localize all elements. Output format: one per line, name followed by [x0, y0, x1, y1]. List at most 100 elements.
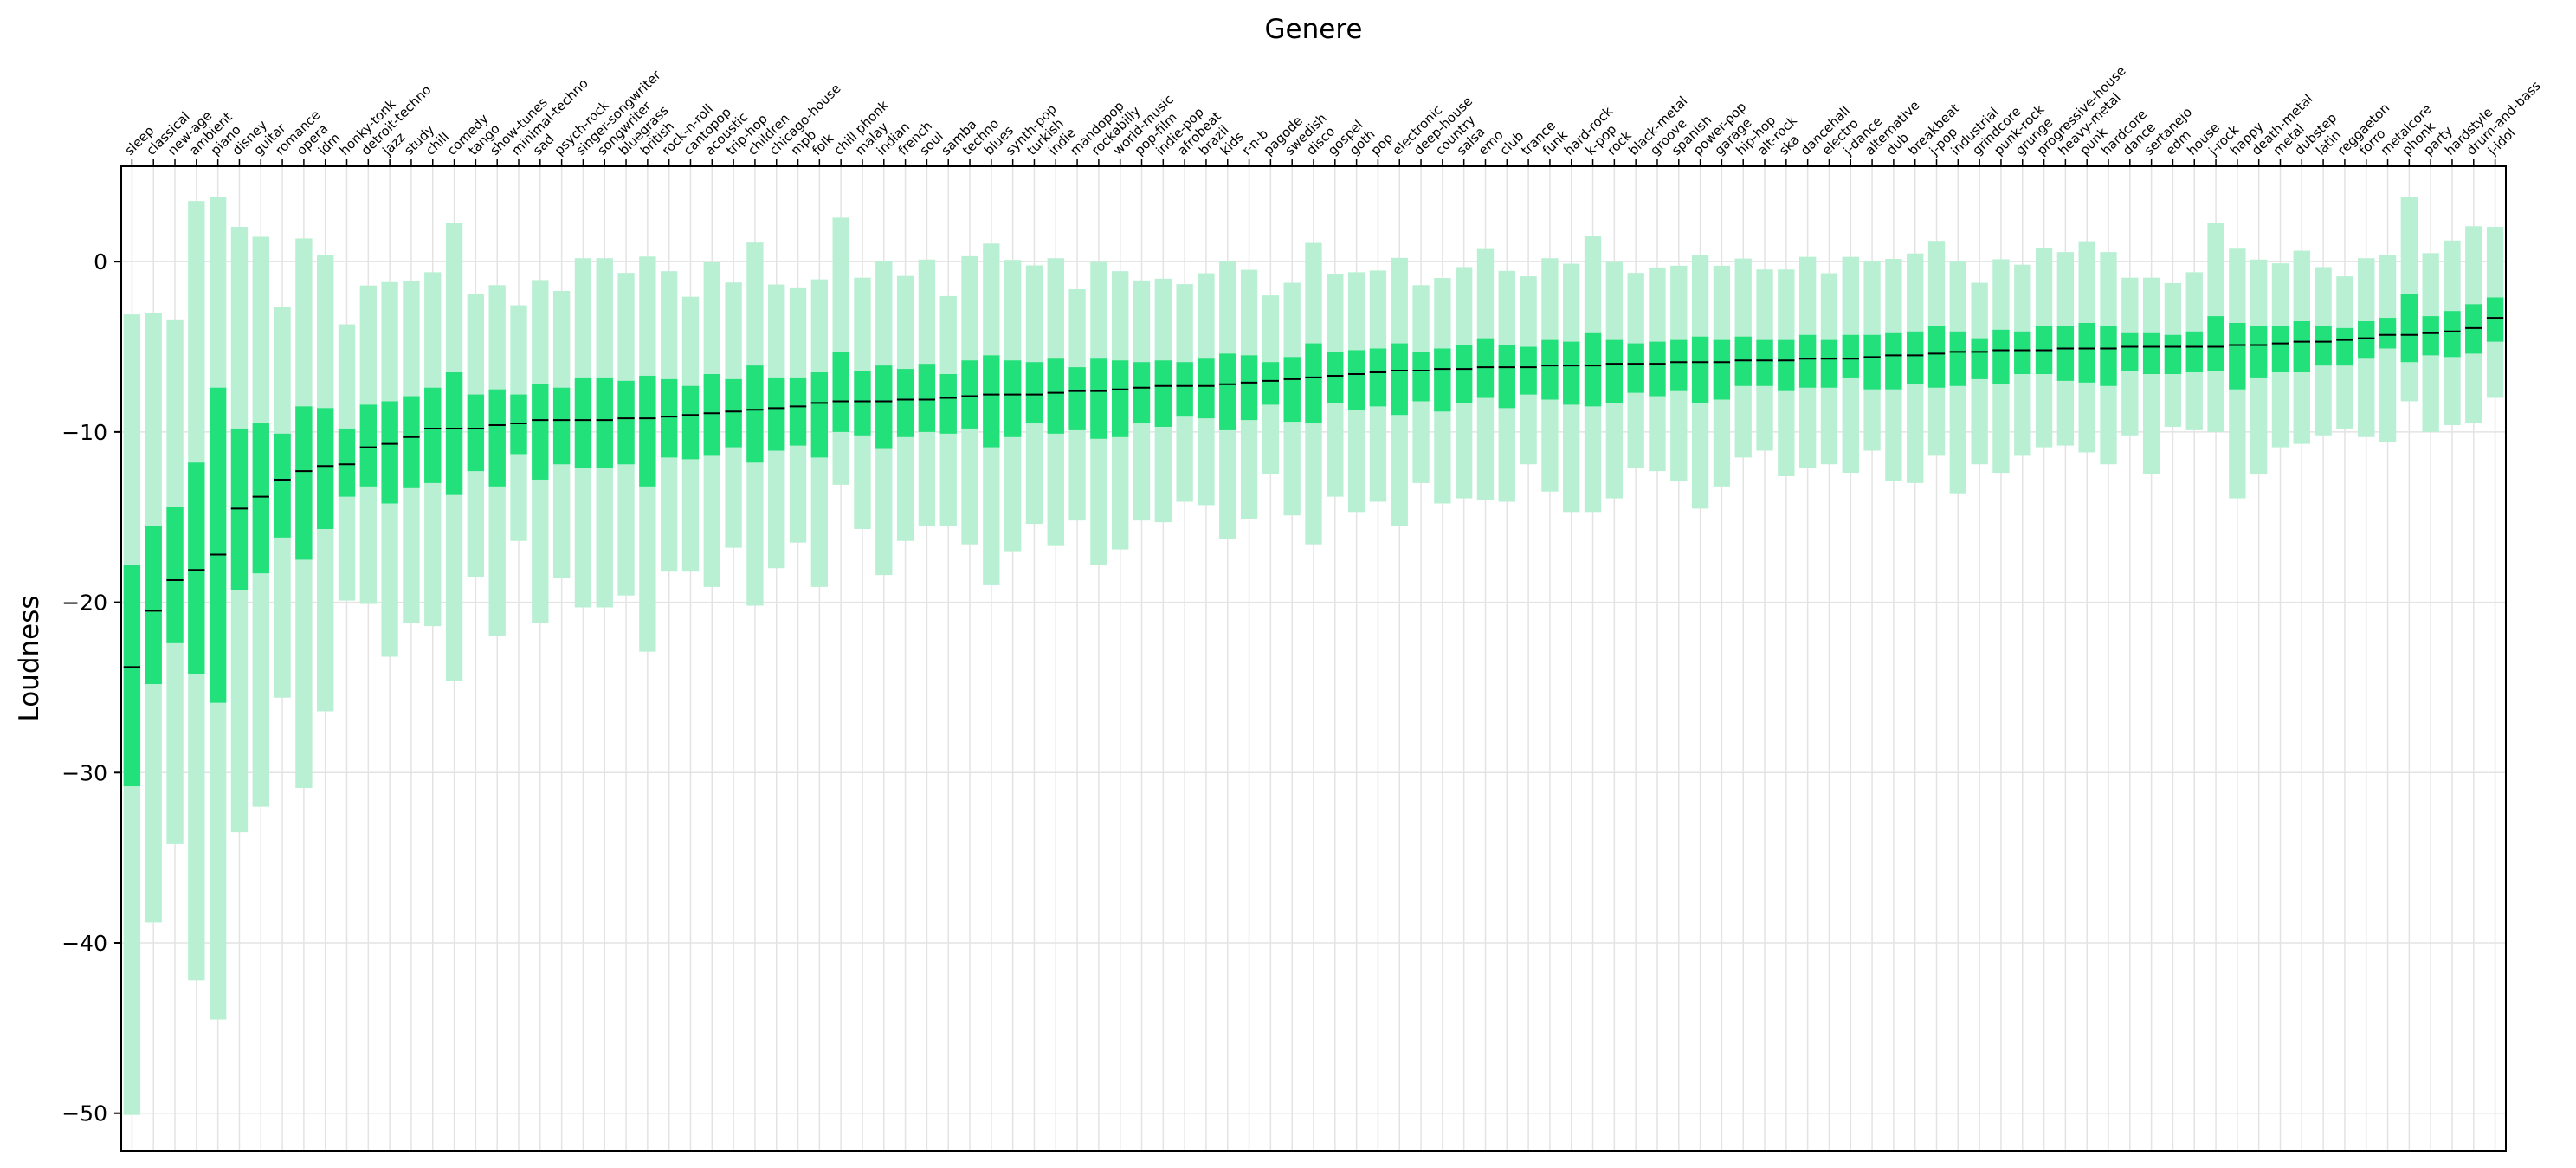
box-iqr [2486, 297, 2504, 342]
box-iqr [2250, 326, 2268, 378]
box-iqr [2078, 322, 2095, 383]
box-iqr [1176, 362, 1193, 417]
box-iqr [1584, 332, 1602, 407]
box-iqr [1520, 346, 1537, 395]
box-iqr [1670, 339, 1688, 391]
box-iqr [1713, 339, 1731, 400]
box-iqr [1391, 343, 1408, 416]
box-iqr [1219, 353, 1236, 430]
box-iqr [596, 377, 613, 468]
box-iqr [746, 365, 764, 463]
box-iqr [681, 385, 700, 460]
box-iqr [1090, 358, 1107, 439]
box-iqr [1885, 332, 1902, 390]
box-iqr [1756, 339, 1773, 386]
box-iqr [1992, 329, 2010, 384]
box-iqr [1434, 348, 1451, 412]
y-tick-label: −50 [61, 1101, 107, 1126]
box-iqr [2315, 326, 2332, 366]
box-iqr [2400, 294, 2418, 363]
chart-title: Genere [1265, 14, 1363, 45]
box-iqr [1820, 339, 1838, 388]
box-iqr [209, 387, 227, 703]
box-iqr [274, 433, 291, 538]
box-iqr [1112, 360, 1129, 437]
box-iqr [1907, 331, 1924, 384]
y-tick-label: −30 [61, 760, 107, 785]
box-iqr [768, 377, 785, 451]
whisker-range [2142, 277, 2160, 475]
box-iqr [1455, 345, 1473, 403]
box-iqr [252, 423, 269, 574]
box-iqr [2100, 326, 2117, 386]
box-iqr [2207, 316, 2224, 371]
box-iqr [660, 378, 678, 458]
box-iqr [639, 375, 656, 487]
box-iqr [1198, 358, 1215, 419]
box-iqr [2014, 331, 2031, 374]
box-iqr [295, 406, 313, 560]
box-iqr [2379, 318, 2397, 349]
box-iqr [1563, 341, 1580, 405]
box-iqr [1240, 355, 1258, 421]
box-iqr [403, 396, 420, 488]
median-layer [123, 317, 2504, 668]
box-iqr [467, 394, 485, 472]
box-iqr [2358, 321, 2375, 359]
box-iqr [1347, 350, 1365, 410]
box-iqr [1305, 343, 1322, 424]
box-iqr [1369, 348, 1387, 407]
box-iqr [2229, 322, 2246, 390]
box-iqr [1949, 331, 1967, 386]
box-iqr [166, 507, 184, 643]
box-iqr [1605, 339, 1624, 403]
box-iqr [2422, 316, 2439, 356]
box-iqr [2444, 311, 2461, 358]
y-tick-label: −10 [61, 420, 107, 445]
box-iqr [1778, 339, 1795, 391]
box-iqr [1327, 352, 1344, 403]
box-iqr [2056, 326, 2075, 381]
box-iqr [552, 387, 571, 465]
box-iqr [832, 352, 849, 432]
box-iqr [617, 380, 635, 465]
box-iqr [488, 389, 506, 487]
box-iqr [703, 373, 720, 456]
box-iqr [1541, 339, 1559, 400]
box-iqr [1971, 338, 1988, 379]
box-iqr [2142, 332, 2160, 374]
box-iqr [2164, 334, 2182, 374]
box-iqr [424, 387, 442, 483]
box-iqr [1649, 341, 1666, 397]
box-iqr [2185, 331, 2203, 373]
box-iqr [939, 373, 957, 434]
box-iqr [896, 369, 914, 437]
box-iqr [789, 377, 807, 446]
y-tick-label: −20 [61, 590, 107, 616]
box-iqr [1262, 362, 1280, 405]
box-iqr [1283, 357, 1301, 423]
box-iqr [2271, 326, 2289, 373]
y-tick-label: −40 [61, 931, 107, 956]
box-iqr [1842, 334, 1859, 378]
box-iqr [317, 408, 334, 529]
box-iqr [983, 355, 1000, 448]
box-iqr [1047, 358, 1064, 434]
box-iqr [445, 372, 463, 495]
box-iqr [1798, 334, 1817, 388]
box-iqr [1627, 343, 1644, 393]
box-iqr [2293, 321, 2310, 373]
box-iqr [961, 360, 978, 429]
box-iqr [1154, 360, 1172, 427]
y-axis-title: Loudness [14, 595, 45, 721]
box-layer [123, 294, 2504, 787]
box-iqr [854, 371, 871, 436]
box-iqr [145, 526, 162, 685]
box-iqr [1068, 367, 1086, 430]
box-iqr [1927, 326, 1946, 388]
box-iqr [123, 565, 141, 787]
box-iqr [2121, 332, 2139, 371]
box-iqr [359, 404, 378, 487]
box-iqr [1004, 360, 1022, 437]
